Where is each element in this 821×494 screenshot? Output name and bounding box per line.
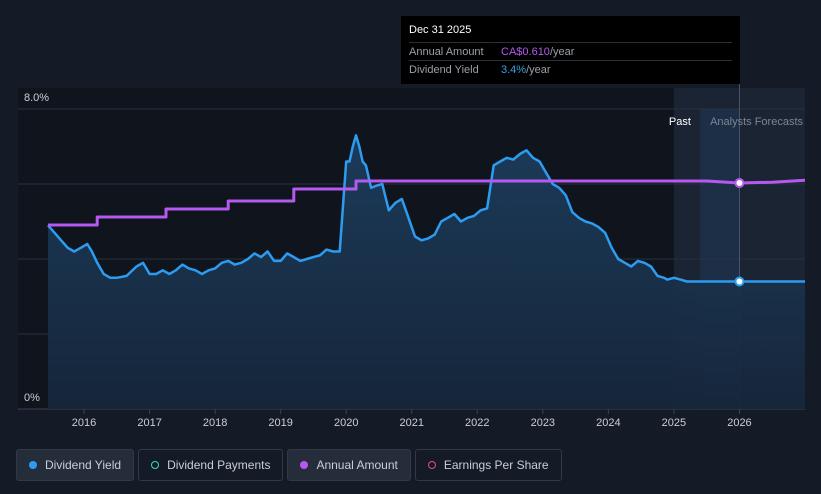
tooltip-annual-unit: /year	[549, 45, 575, 58]
past-label: Past	[669, 116, 691, 128]
y-tick-label: 0%	[24, 392, 40, 404]
tooltip-annual-value: CA$0.610	[501, 45, 550, 58]
annual-amount-line	[48, 178, 806, 227]
y-tick-label: 8.0%	[24, 92, 49, 104]
x-tick-label: 2019	[268, 417, 292, 429]
legend-annual-amount[interactable]: Annual Amount	[287, 449, 411, 481]
x-tick-label: 2016	[72, 417, 96, 429]
legend-earnings-per-share[interactable]: Earnings Per Share	[414, 449, 562, 481]
dividend-yield-marker	[734, 276, 745, 287]
tooltip-date: Dec 31 2025	[409, 24, 472, 36]
legend-dividend-yield-label: Dividend Yield	[45, 458, 122, 472]
dividend-yield-area	[48, 135, 805, 410]
legend-annual-amount-dot	[300, 461, 309, 469]
tooltip: Dec 31 2025 Annual Amount CA$0.610/year …	[401, 16, 740, 84]
annual-amount-marker	[734, 178, 745, 188]
tooltip-row-annual: Annual Amount CA$0.610/year	[409, 42, 732, 60]
legend-annual-amount-label: Annual Amount	[316, 458, 398, 472]
tooltip-yield-value: 3.4%	[501, 63, 527, 76]
legend-dividend-yield[interactable]: Dividend Yield	[16, 449, 135, 481]
forecast-label: Analysts Forecasts	[710, 116, 803, 128]
dividend-yield-line	[47, 134, 805, 283]
legend-dividend-yield-dot	[29, 461, 37, 469]
x-tick-label: 2025	[662, 417, 686, 429]
tooltip-yield-label: Dividend Yield	[409, 63, 479, 76]
tooltip-annual-label: Annual Amount	[409, 45, 484, 58]
legend-earnings-per-share-dot	[427, 461, 436, 469]
x-tick-label: 2017	[137, 417, 161, 429]
x-tick-label: 2020	[334, 417, 358, 429]
legend-dividend-payments-dot	[151, 461, 160, 469]
x-tick-label: 2026	[727, 417, 751, 429]
legend: Dividend Yield Dividend Payments Annual …	[16, 449, 562, 481]
tooltip-yield-unit: /year	[526, 63, 551, 76]
x-tick-label: 2021	[400, 417, 424, 429]
x-tick-label: 2018	[203, 417, 227, 429]
tooltip-row-yield: Dividend Yield 3.4%/year	[409, 60, 732, 78]
x-tick-label: 2022	[465, 417, 489, 429]
x-tick-label: 2023	[531, 417, 555, 429]
x-tick-label: 2024	[596, 417, 620, 429]
legend-earnings-per-share-label: Earnings Per Share	[443, 458, 549, 472]
legend-dividend-payments[interactable]: Dividend Payments	[138, 449, 284, 481]
legend-dividend-payments-label: Dividend Payments	[167, 458, 271, 472]
